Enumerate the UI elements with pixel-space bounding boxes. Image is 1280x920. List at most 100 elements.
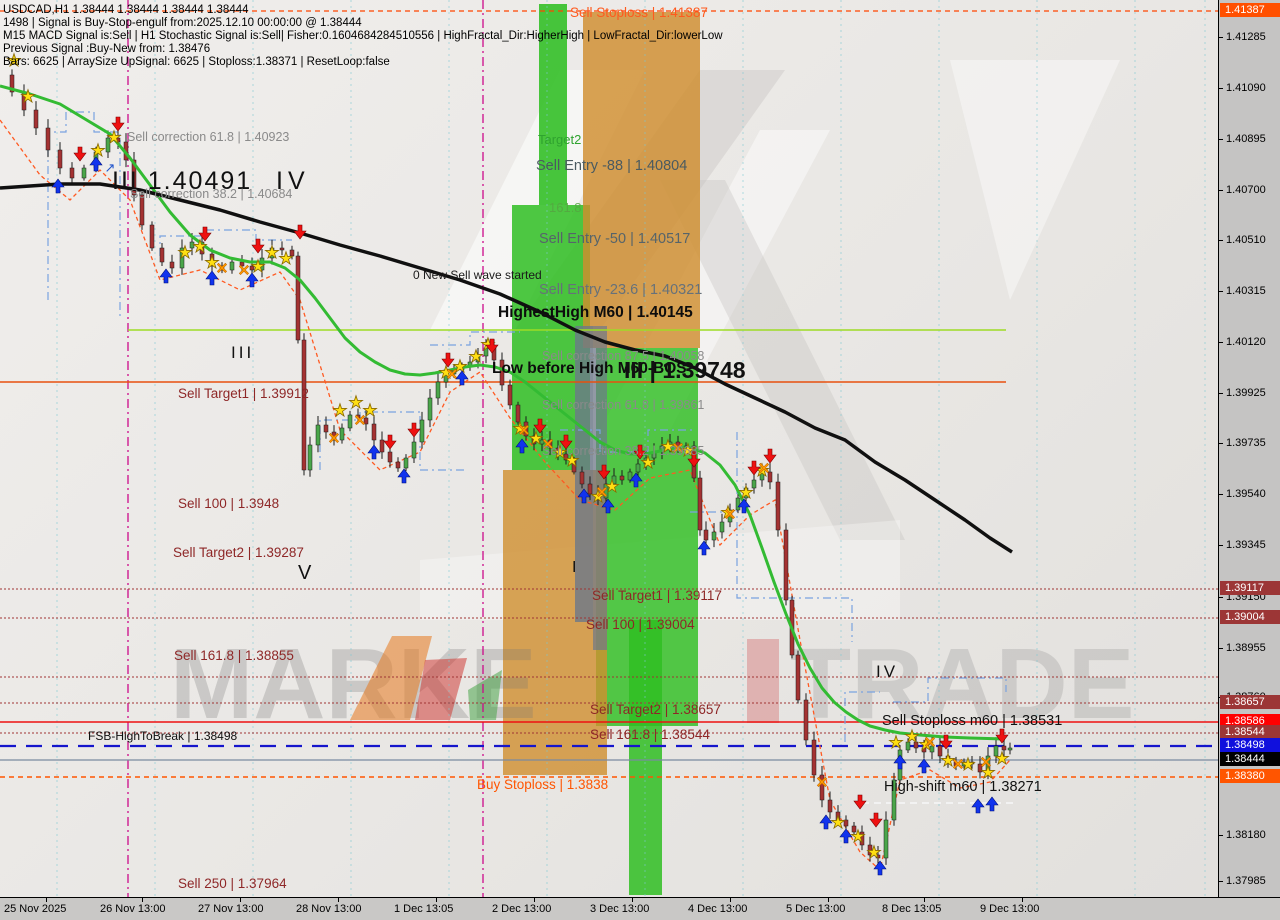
candle-body [249, 265, 255, 271]
candle-body [323, 424, 329, 433]
candle-body [843, 819, 849, 827]
price-tick-label: 1.40315 [1226, 285, 1266, 297]
star-marker: ★ [468, 347, 483, 367]
price-tick-mark [1219, 88, 1223, 89]
candle-body [371, 423, 377, 441]
time-tick-mark [1022, 898, 1023, 902]
candle-body [159, 247, 165, 263]
candle-body [507, 384, 513, 406]
x-marker: × [445, 364, 458, 383]
candle-body [969, 761, 975, 765]
candle-body [347, 414, 353, 429]
x-marker: × [979, 752, 992, 771]
candle-body [619, 475, 625, 481]
x-marker: × [757, 458, 770, 477]
star-marker: ★ [90, 141, 105, 161]
buy-arrow-icon [601, 498, 615, 514]
buy-arrow-icon [873, 860, 887, 876]
price-level-badge: 1.38498 [1220, 738, 1280, 752]
price-axis[interactable]: 1.41285 1.41090 1.40895 1.40700 1.40510 1.403… [1219, 0, 1280, 898]
candle-body [891, 779, 897, 821]
candle-body [539, 439, 545, 445]
star-marker: ★ [332, 401, 347, 421]
candle-body [289, 249, 295, 257]
star-marker: ★ [438, 363, 453, 383]
candle-body [279, 247, 285, 251]
candle-body [667, 441, 673, 447]
time-tick-label: 9 Dec 13:00 [980, 903, 1040, 915]
chart-canvas[interactable]: MARKE TRADE ★ ★ ★ ★ ★ ★ ★ ★ ★ ★ ★ ★ ★ ★ ★ ★ ★ ★ ★ ★ ★ ★ ★ ★ ★ ★ ★ ★ ★ ★… [0, 0, 1219, 897]
candlesticks [9, 69, 1013, 866]
sell-arrow-icon [111, 116, 125, 132]
price-tick-mark [1219, 835, 1223, 836]
time-tick-mark [46, 898, 47, 902]
x-marker: × [723, 504, 736, 523]
candle-body [985, 755, 991, 773]
sell-arrow-icon [73, 146, 87, 162]
sell-arrow-icon [687, 452, 701, 468]
candle-body [819, 774, 825, 801]
time-tick-label: 2 Dec 13:00 [492, 903, 552, 915]
candle-body [859, 831, 865, 846]
candle-body [411, 441, 417, 459]
candle-body [229, 261, 235, 271]
price-tick-label: 1.39540 [1226, 488, 1266, 500]
star-marker: ★ [960, 755, 975, 775]
background-watermark-shape [660, 180, 905, 540]
candle-body [587, 483, 593, 495]
star-marker: ★ [660, 437, 675, 457]
time-axis[interactable]: 25 Nov 2025 26 Nov 13:00 27 Nov 13:00 28 No… [0, 897, 1280, 920]
star-marker: ★ [720, 503, 735, 523]
candle-body [105, 137, 111, 153]
sell-arrow-icon [747, 460, 761, 476]
candle-body [867, 844, 873, 856]
candle-body [523, 421, 529, 437]
time-tick-mark [730, 898, 731, 902]
x-marker: × [923, 732, 936, 751]
signal-zone [583, 12, 700, 348]
candle-body [563, 453, 569, 461]
price-tick-label: 1.37985 [1226, 875, 1266, 887]
buy-arrow-icon [577, 488, 591, 504]
star-marker: ★ [918, 735, 933, 755]
black-ma-line [0, 182, 1013, 554]
x-marker: × [951, 754, 964, 773]
symbol-ohlc-line: USDCAD,H1 1.38444 1.38444 1.38444 1.3844… [3, 4, 249, 16]
star-marker: ★ [940, 751, 955, 771]
price-level-badge: 1.38586 [1220, 714, 1280, 728]
sell-arrow-icon [533, 418, 547, 434]
candle-body [835, 811, 841, 821]
candle-body [379, 439, 385, 453]
candle-body [913, 741, 919, 749]
candle-body [189, 241, 195, 249]
sell-arrow-icon [597, 464, 611, 480]
price-tick-label: 1.40700 [1226, 184, 1266, 196]
sell-arrow-icon [485, 338, 499, 354]
sell-arrow-icon [633, 444, 647, 460]
price-level-badge: 1.38444 [1220, 752, 1280, 766]
star-marker: ★ [564, 451, 579, 471]
buy-arrow-icon [245, 272, 259, 288]
sell-arrow-icon [763, 448, 777, 464]
price-tick-label: 1.40895 [1226, 133, 1266, 145]
buy-arrow-icon [971, 798, 985, 814]
signal-zone [593, 326, 607, 650]
candle-body [883, 819, 889, 859]
candle-body [301, 339, 307, 471]
buy-arrow-icon [455, 370, 469, 386]
price-tick-mark [1219, 291, 1223, 292]
time-tick-label: 28 Nov 13:00 [296, 903, 362, 915]
candle-body [269, 247, 275, 259]
candle-body [595, 493, 601, 499]
price-level-badge: 1.38544 [1220, 725, 1280, 739]
candle-body [977, 763, 983, 773]
candle-body [953, 761, 959, 767]
candle-body [9, 74, 15, 93]
sell-arrow-icon [293, 224, 307, 240]
candle-body [1007, 747, 1013, 751]
candle-body [419, 419, 425, 443]
price-tick-mark [1219, 240, 1223, 241]
sell-arrow-icon [251, 238, 265, 254]
candle-body [711, 531, 717, 541]
